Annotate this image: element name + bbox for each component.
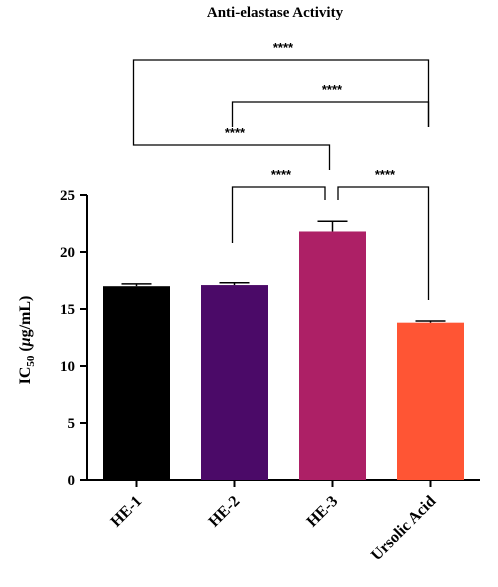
significance-bracket-3	[132, 127, 331, 170]
significance-bracket-1	[132, 59, 430, 127]
bar-1	[103, 286, 170, 480]
x-tick-label-1: HE-1	[108, 493, 146, 531]
y-axis-label: IC50 (μg/mL)	[17, 296, 37, 385]
significance-label-3: ****	[225, 125, 246, 140]
y-axis-label-subscript: 50	[25, 355, 37, 367]
x-tick-label-2: HE-2	[206, 493, 244, 531]
bar-4	[397, 322, 464, 480]
y-tick-label-5: 5	[68, 416, 76, 432]
x-tick-label-4: Ursolic Acid	[368, 493, 439, 564]
significance-bracket-5	[337, 186, 430, 300]
significance-label-4: ****	[271, 167, 292, 182]
significance-label-1: ****	[273, 40, 294, 55]
chart-title: Anti-elastase Activity	[207, 5, 344, 21]
y-axis-label-open: (	[17, 346, 34, 355]
y-axis-label-mu: μ	[17, 337, 34, 347]
significance-bracket-2	[231, 101, 430, 127]
y-tick-label-10: 10	[60, 359, 75, 375]
y-tick-label-15: 15	[60, 302, 75, 318]
y-axis-label-unit: g/mL)	[17, 296, 34, 338]
significance-label-2: ****	[322, 82, 343, 97]
plot-area: 0 5 10 15 20 25 HE-1 HE-2 HE-3 Ursolic Acid **** **…	[60, 40, 480, 564]
significance-label-5: ****	[375, 167, 396, 182]
y-axis-label-main: IC	[17, 367, 34, 385]
y-tick-label-0: 0	[68, 473, 76, 489]
significance-bracket-4	[231, 186, 326, 243]
y-tick-label-25: 25	[60, 188, 75, 204]
bar-3	[299, 231, 366, 480]
y-tick-label-20: 20	[60, 245, 75, 261]
svg-text:IC50 (μg/mL): IC50 (μg/mL)	[17, 296, 37, 385]
x-tick-label-3: HE-3	[304, 493, 342, 531]
bar-2	[201, 285, 268, 480]
